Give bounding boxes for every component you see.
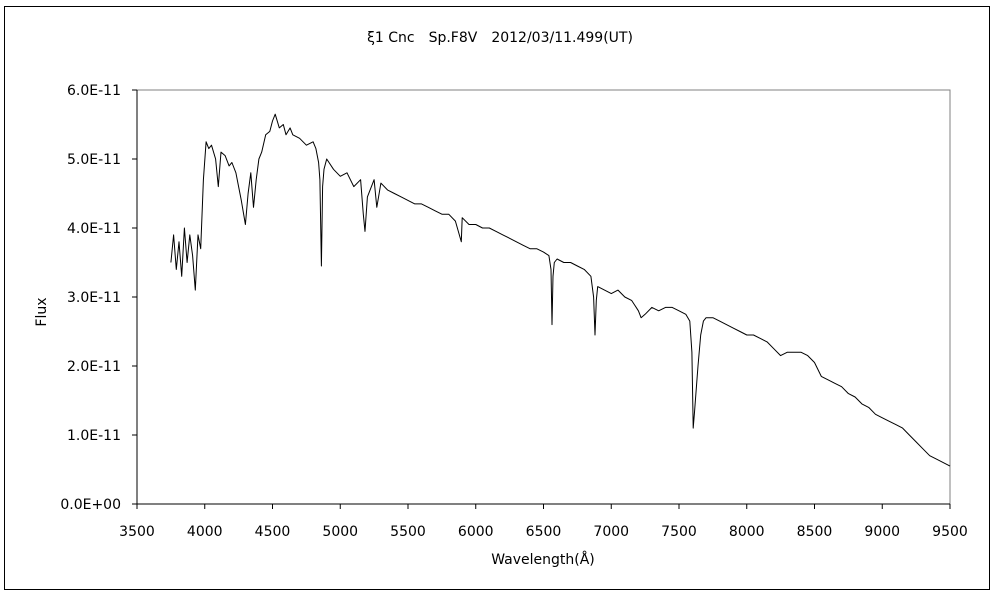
- y-tick-label: 4.0E-11: [67, 221, 121, 237]
- x-axis-ticks: 3500 4000 4500 5000 5500 6000 6500 7000 7500 8000…: [119, 504, 968, 540]
- x-tick-label: 6000: [458, 524, 494, 540]
- series-group: [170, 113, 951, 467]
- x-tick-label: 4000: [187, 524, 223, 540]
- y-tick-label: 0.0E+00: [60, 497, 121, 513]
- plot-area: [136, 89, 951, 505]
- x-tick-label: 4500: [255, 524, 291, 540]
- y-axis-ticks: 0.0E+00 1.0E-11 2.0E-11 3.0E-11 4.0E-11 5.0E-…: [60, 83, 137, 513]
- y-tick-label: 3.0E-11: [67, 290, 121, 306]
- x-tick-label: 8000: [729, 524, 765, 540]
- y-tick-label: 1.0E-11: [67, 428, 121, 444]
- x-tick-label: 8500: [797, 524, 833, 540]
- chart-title: ξ1 Cnc Sp.F8V 2012/03/11.499(UT): [367, 30, 633, 46]
- x-tick-label: 5500: [390, 524, 426, 540]
- y-tick-label: 2.0E-11: [67, 359, 121, 375]
- y-axis-label: Flux: [34, 297, 50, 326]
- x-tick-label: 6500: [526, 524, 562, 540]
- chart-frame: [4, 6, 990, 590]
- x-tick-label: 5000: [322, 524, 358, 540]
- x-tick-label: 9000: [864, 524, 900, 540]
- x-tick-label: 9500: [932, 524, 968, 540]
- y-tick-label: 5.0E-11: [67, 152, 121, 168]
- x-axis-label: Wavelength(Å): [491, 551, 595, 568]
- x-tick-label: 7500: [661, 524, 697, 540]
- y-tick-label: 6.0E-11: [67, 83, 121, 99]
- x-tick-label: 7000: [593, 524, 629, 540]
- spectrum-line: [170, 113, 951, 467]
- x-tick-label: 3500: [119, 524, 155, 540]
